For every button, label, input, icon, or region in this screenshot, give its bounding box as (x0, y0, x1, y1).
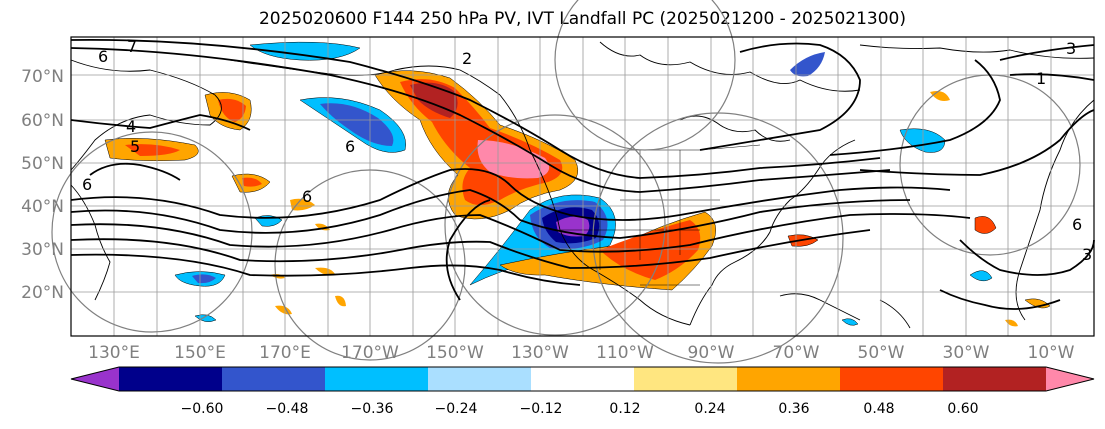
colorbar-tick-label: −0.60 (180, 401, 224, 417)
colorbar-tick-label: 0.36 (778, 401, 810, 417)
colorbar-tick-label: 0.60 (947, 401, 979, 417)
colorbar-tick-label: 0.12 (609, 401, 641, 417)
lat-label-60n: 60°N (21, 111, 64, 131)
lat-label-40n: 40°N (21, 197, 64, 217)
colorbar-box (531, 367, 635, 391)
lat-label-20n: 20°N (21, 283, 64, 303)
colorbar-tick-label: −0.24 (434, 401, 478, 417)
contour-label: 6 (98, 47, 108, 66)
map-panel: 7 6 2 3 1 4 5 6 6 6 6 3 (51, 0, 1095, 364)
colorbar-box (428, 367, 532, 391)
lat-label-30n: 30°N (21, 240, 64, 260)
contour-label: 2 (462, 49, 472, 68)
colorbar-outline (70, 366, 1095, 392)
lon-label-90w: 90°W (687, 343, 735, 363)
pv-contours (70, 38, 1095, 310)
contour-label: 3 (1082, 245, 1092, 264)
colorbar-box (325, 367, 429, 391)
contour-label: 6 (345, 137, 355, 156)
colorbar-extend-high (1046, 367, 1094, 391)
lon-label-50w: 50°W (857, 343, 905, 363)
colorbar-extend-low (71, 367, 119, 391)
contour-label: 1 (1036, 69, 1046, 88)
contour-label: 4 (126, 117, 136, 136)
contour-label: 6 (302, 187, 312, 206)
contour-label: 3 (1066, 39, 1076, 58)
colorbar-tick-label: −0.48 (265, 401, 309, 417)
lon-label-150w: 150°W (426, 343, 484, 363)
lon-label-150e: 150°E (174, 343, 226, 363)
lat-label-50n: 50°N (21, 154, 64, 174)
lon-label-130w: 130°W (511, 343, 569, 363)
lon-label-10w: 10°W (1027, 343, 1075, 363)
colorbar-tick-label: 0.24 (694, 401, 726, 417)
lat-label-70n: 70°N (21, 67, 64, 87)
colorbar-box (222, 367, 326, 391)
contour-label: 5 (130, 137, 140, 156)
lat-lon-grid (71, 37, 1094, 336)
lon-label-130e: 130°E (88, 343, 140, 363)
colorbar-box (737, 367, 841, 391)
lon-label-70w: 70°W (772, 343, 820, 363)
colorbar-box (119, 367, 223, 391)
contour-label: 7 (127, 37, 137, 56)
lon-label-110w: 110°W (596, 343, 654, 363)
lon-label-30w: 30°W (942, 343, 990, 363)
colorbar-box (840, 367, 944, 391)
colorbar-box (943, 367, 1047, 391)
lon-label-170w: 170°W (341, 343, 399, 363)
contour-labels: 7 6 2 3 1 4 5 6 6 6 6 3 (82, 37, 1092, 264)
colorbar (70, 366, 1095, 392)
colorbar-tick-label: −0.12 (519, 401, 563, 417)
colorbar-tick-label: −0.36 (350, 401, 394, 417)
colorbar-tick-label: 0.48 (863, 401, 895, 417)
lon-label-170e: 170°E (259, 343, 311, 363)
contour-label: 6 (1072, 215, 1082, 234)
map-title: 2025020600 F144 250 hPa PV, IVT Landfall… (258, 9, 906, 29)
contour-label: 6 (82, 175, 92, 194)
colorbar-box (634, 367, 738, 391)
